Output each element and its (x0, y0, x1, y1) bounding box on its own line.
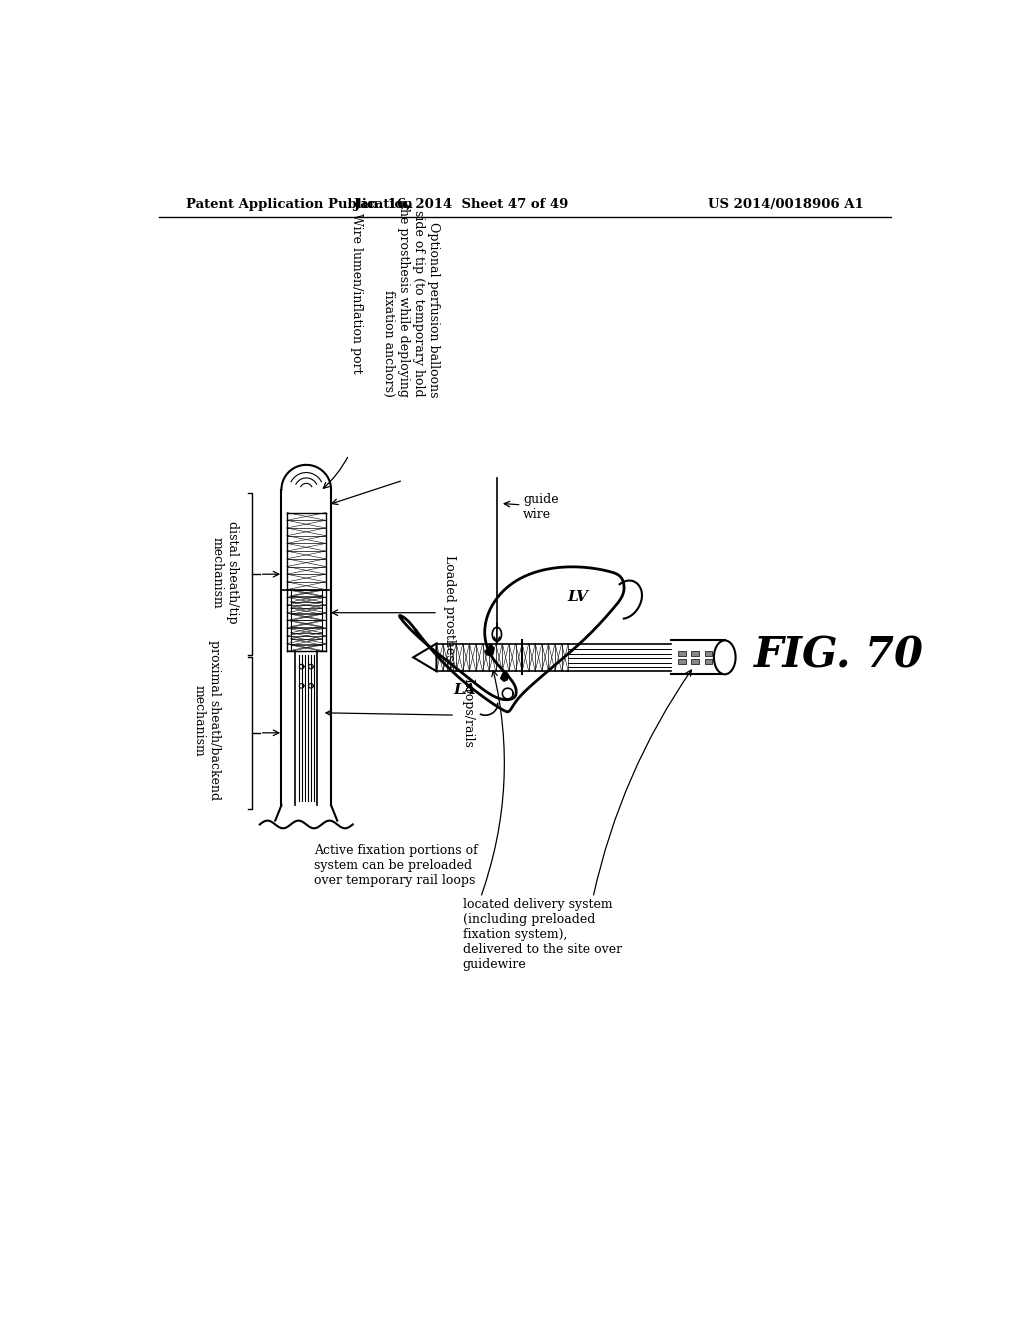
Text: LV: LV (567, 590, 588, 605)
Bar (691, 659, 699, 664)
Text: Optional perfusion balloons
side of tip (to temporary hold
the prosthesis while : Optional perfusion balloons side of tip … (382, 203, 440, 397)
Polygon shape (500, 671, 509, 682)
Polygon shape (484, 644, 495, 656)
Text: guide
wire: guide wire (523, 494, 559, 521)
Ellipse shape (714, 640, 735, 675)
Text: distal sheath/tip
mechanism: distal sheath/tip mechanism (211, 521, 239, 624)
Text: FIG. 70: FIG. 70 (755, 634, 925, 676)
Text: LA: LA (454, 682, 476, 697)
Bar (718, 659, 726, 664)
Bar (705, 651, 713, 656)
Text: Patent Application Publication: Patent Application Publication (186, 198, 413, 211)
Text: Jan. 16, 2014  Sheet 47 of 49: Jan. 16, 2014 Sheet 47 of 49 (354, 198, 568, 211)
Text: Loops/rails: Loops/rails (461, 678, 474, 747)
Bar (691, 651, 699, 656)
Bar (718, 651, 726, 656)
Text: US 2014/0018906 A1: US 2014/0018906 A1 (709, 198, 864, 211)
Text: located delivery system
(including preloaded
fixation system),
delivered to the : located delivery system (including prelo… (463, 898, 622, 970)
Bar (705, 659, 713, 664)
Text: Wire lumen/inflation port: Wire lumen/inflation port (350, 214, 364, 374)
Text: Loaded prosthesis: Loaded prosthesis (443, 554, 456, 671)
Bar (678, 659, 686, 664)
Text: proximal sheath/backend
mechanism: proximal sheath/backend mechanism (194, 640, 221, 800)
Text: Active fixation portions of
system can be preloaded
over temporary rail loops: Active fixation portions of system can b… (314, 843, 478, 887)
Bar (678, 651, 686, 656)
